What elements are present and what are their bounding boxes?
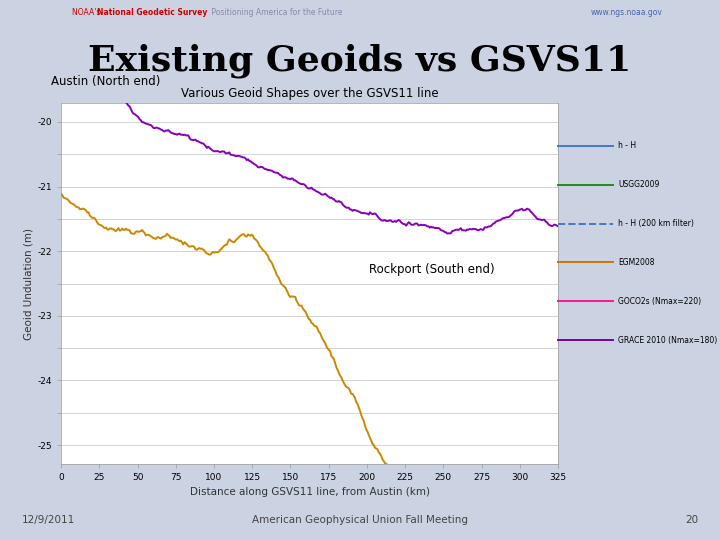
Text: Austin (North end): Austin (North end) (51, 75, 161, 88)
Text: 20: 20 (685, 515, 698, 525)
Text: National Geodetic Survey: National Geodetic Survey (97, 8, 207, 17)
Text: 12/9/2011: 12/9/2011 (22, 515, 75, 525)
Text: Rockport (South end): Rockport (South end) (369, 262, 495, 275)
Title: Various Geoid Shapes over the GSVS11 line: Various Geoid Shapes over the GSVS11 lin… (181, 87, 438, 100)
Text: NOAA's: NOAA's (72, 8, 103, 17)
Text: h - H: h - H (618, 141, 636, 150)
Text: American Geophysical Union Fall Meeting: American Geophysical Union Fall Meeting (252, 515, 468, 525)
Text: h - H (200 km filter): h - H (200 km filter) (618, 219, 694, 228)
Text: USGG2009: USGG2009 (618, 180, 660, 189)
Text: GRACE 2010 (Nmax=180): GRACE 2010 (Nmax=180) (618, 336, 717, 345)
Text: GOCO2s (Nmax=220): GOCO2s (Nmax=220) (618, 297, 701, 306)
Y-axis label: Geoid Undulation (m): Geoid Undulation (m) (23, 227, 33, 340)
Text: www.ngs.noaa.gov: www.ngs.noaa.gov (590, 8, 662, 17)
Text: Positioning America for the Future: Positioning America for the Future (209, 8, 342, 17)
Text: EGM2008: EGM2008 (618, 258, 654, 267)
Text: Existing Geoids vs GSVS11: Existing Geoids vs GSVS11 (89, 44, 631, 78)
X-axis label: Distance along GSVS11 line, from Austin (km): Distance along GSVS11 line, from Austin … (189, 487, 430, 497)
